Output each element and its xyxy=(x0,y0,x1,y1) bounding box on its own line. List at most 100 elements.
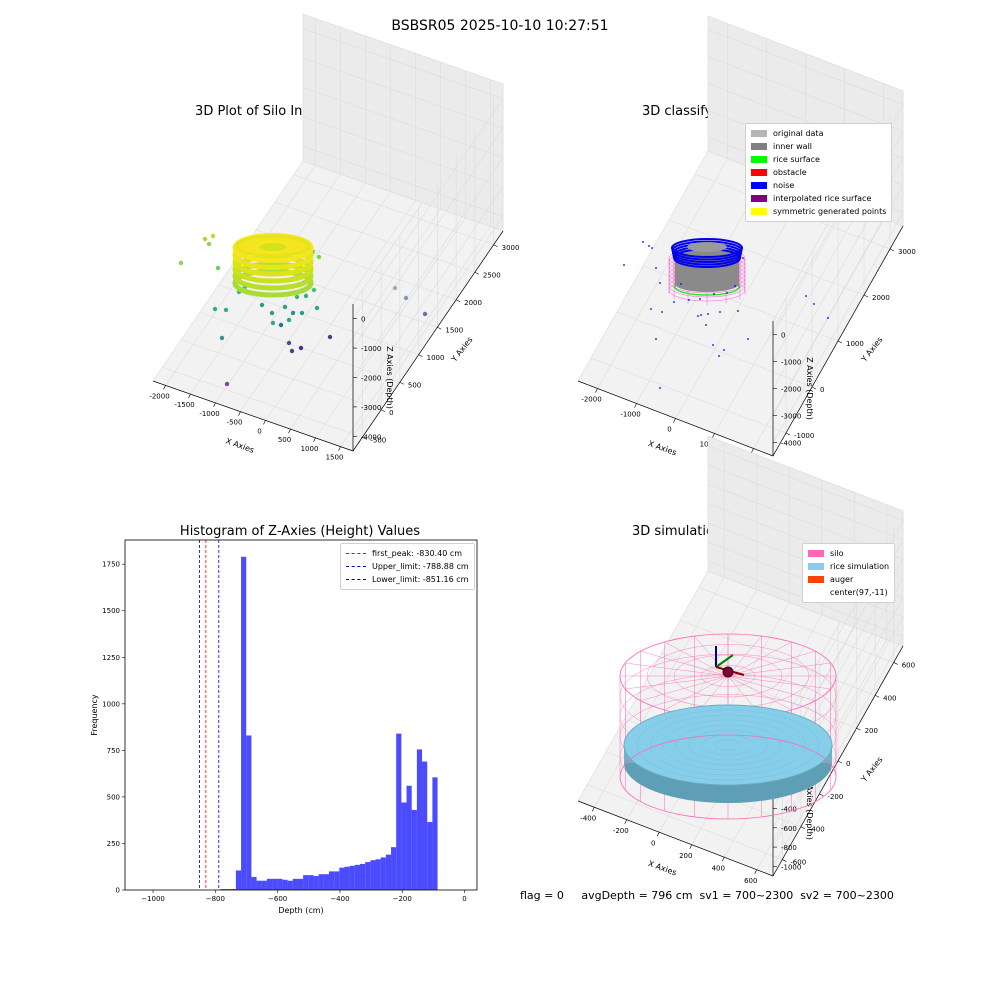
x-tick-label: -2000 xyxy=(581,396,601,404)
histogram-bar xyxy=(411,809,417,890)
histogram-bar xyxy=(282,879,288,890)
noise-point xyxy=(659,387,661,389)
gridline-y xyxy=(698,587,894,663)
point-ring-inner xyxy=(257,241,289,253)
noise-point xyxy=(642,241,644,243)
rice-surface-mesh xyxy=(675,724,781,766)
noise-point xyxy=(827,317,829,319)
y-tick-label: -200 xyxy=(827,793,843,801)
data-point xyxy=(392,285,398,291)
y-tick-label: 1000 xyxy=(846,340,864,348)
histogram-bar xyxy=(272,878,278,890)
histogram-bar xyxy=(385,854,392,890)
data-point xyxy=(286,340,292,346)
histogram-bar xyxy=(370,860,376,890)
x-tick xyxy=(721,857,725,862)
histogram-bar xyxy=(401,802,407,890)
gridline-z xyxy=(707,56,904,132)
x-tick-label: 1500 xyxy=(326,454,344,462)
silo-top-spoke xyxy=(727,641,792,677)
histogram-bar xyxy=(220,889,226,890)
z-tick-label: -3000 xyxy=(361,404,381,412)
legend-swatch xyxy=(751,143,767,150)
histogram-bar xyxy=(427,822,433,890)
silo-top-spoke xyxy=(664,641,729,677)
x-tick xyxy=(712,433,715,438)
y-tick xyxy=(474,271,480,275)
y-tick-label: 400 xyxy=(883,694,896,702)
rice-surface xyxy=(623,704,833,786)
data-point xyxy=(294,294,300,300)
data-point xyxy=(212,306,218,312)
data-point xyxy=(303,293,309,299)
legend-label: inner wall xyxy=(773,142,813,151)
silo-top-spoke xyxy=(625,662,729,677)
histogram-bar xyxy=(241,556,247,890)
x-tick-label: 0 xyxy=(462,895,466,903)
x-tick xyxy=(624,819,628,824)
histogram-bar xyxy=(422,761,428,890)
x-tick xyxy=(338,446,341,451)
y-tick-label: 1750 xyxy=(102,561,120,569)
silo-bottom-ring xyxy=(619,734,837,820)
x-tick xyxy=(656,832,660,837)
histogram-bar xyxy=(246,735,252,890)
x-tick xyxy=(754,869,758,874)
histogram-bar xyxy=(292,878,298,890)
y-tick-label: 600 xyxy=(902,661,915,669)
y-tick xyxy=(856,727,861,731)
legend-item: interpolated rice surface xyxy=(751,192,886,205)
legend-line xyxy=(346,553,366,554)
histogram-bar xyxy=(359,863,366,890)
inner-wall-base xyxy=(675,276,739,292)
auger-marker xyxy=(722,666,734,678)
x-tick-label: −200 xyxy=(393,895,412,903)
gridline-z xyxy=(352,127,504,349)
legend-item: obstacle xyxy=(751,166,886,179)
status-footer: flag = 0 avgDepth = 796 cm sv1 = 700~230… xyxy=(520,889,894,902)
figure-title: BSBSR05 2025-10-10 10:27:51 xyxy=(391,18,609,34)
z-tick-label: 0 xyxy=(781,332,785,340)
histogram-bar xyxy=(277,878,283,890)
legend-label: first_peak: -830.40 cm xyxy=(372,549,463,558)
legend-swatch xyxy=(808,550,824,557)
gridline-z xyxy=(772,185,904,416)
gridline-z xyxy=(352,157,504,378)
gridline-y xyxy=(668,219,865,296)
gridline-y xyxy=(162,366,363,438)
y-tick xyxy=(380,409,386,413)
z-tick-label: -2000 xyxy=(781,386,801,394)
z-tick-label: -1000 xyxy=(361,345,381,353)
y-tick-label: -500 xyxy=(370,436,386,444)
x-tick-label: 0 xyxy=(651,839,655,847)
x-tick-label: -1000 xyxy=(620,411,640,419)
x-tick xyxy=(634,403,637,408)
point-ring xyxy=(232,261,314,291)
gridline-x xyxy=(190,173,341,395)
legend-item: symmetric generated points xyxy=(751,205,886,218)
y-tick-label: 0 xyxy=(820,386,824,394)
x-tick xyxy=(213,402,216,408)
histogram-bar xyxy=(261,880,267,890)
legend-swatch xyxy=(751,130,767,137)
y-tick-label: 1000 xyxy=(102,700,120,708)
x-tick-label: -200 xyxy=(613,827,629,835)
noise-point xyxy=(650,308,652,310)
gridline-z xyxy=(352,98,504,319)
histogram-bar xyxy=(323,874,329,890)
legend-item: silo xyxy=(808,547,889,560)
histogram-bar xyxy=(303,875,309,890)
gridline-x xyxy=(265,200,416,421)
legend-item: rice surface xyxy=(751,153,886,166)
gridline-z xyxy=(707,464,904,541)
y-tick-label: 2500 xyxy=(483,271,501,279)
y-tick-label: 0 xyxy=(846,760,850,768)
legend-swatch xyxy=(751,195,767,202)
legend-label: noise xyxy=(773,181,795,190)
data-point xyxy=(314,305,320,311)
noise-point xyxy=(707,313,709,315)
simulation-legend: silo rice simulation auger center(97,-11… xyxy=(802,543,896,603)
y-tick-label: 1000 xyxy=(427,354,445,362)
noise-point xyxy=(712,344,714,346)
